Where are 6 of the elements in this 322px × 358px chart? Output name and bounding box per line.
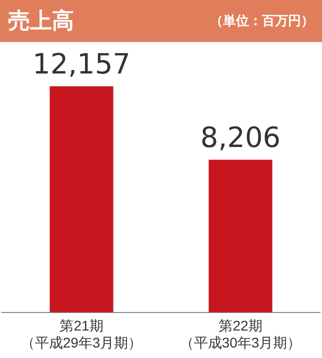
chart-title: 売上高 [8,8,74,36]
x-tick-label: 第22期（平成30年3月期） [180,318,302,350]
chart-subtitle: （単位：百万円） [210,13,314,30]
x-tick-label: 第21期（平成29年3月期） [20,318,142,350]
data-label: 8,206 [200,121,281,154]
data-label: 12,157 [32,48,130,81]
